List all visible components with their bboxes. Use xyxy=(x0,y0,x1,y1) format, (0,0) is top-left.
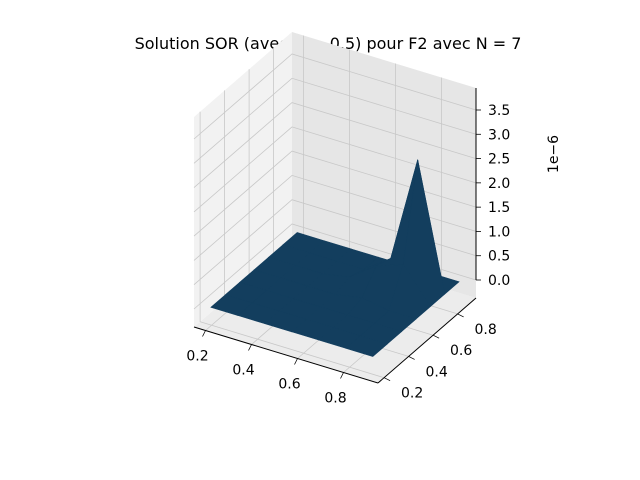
x-tick-mark xyxy=(202,330,206,337)
z-offset-label: 1e−6 xyxy=(546,135,562,173)
z-gridline xyxy=(193,126,477,213)
tick-labels: 0.20.40.60.8 0.20.40.60.80.00.51.01.52.02… xyxy=(186,103,510,407)
z-gridline xyxy=(193,53,477,140)
z-tick-label: 0.0 xyxy=(488,273,510,289)
y-tick-label: 0.4 xyxy=(425,364,447,380)
surface xyxy=(210,159,460,357)
axis-lines xyxy=(193,88,477,384)
y-tick-label: 0.8 xyxy=(474,322,496,338)
surface-facet xyxy=(345,335,388,357)
x-tick-label: 0.6 xyxy=(278,377,300,393)
x-tick-label: 0.8 xyxy=(324,391,346,407)
z-tick-label: 3.0 xyxy=(488,127,510,143)
x-axis-line xyxy=(193,326,379,384)
x-tick-mark xyxy=(340,372,344,379)
left-pane xyxy=(194,32,292,327)
y-tick-label: 0.2 xyxy=(401,386,423,402)
y-tick-mark xyxy=(457,313,464,318)
y-tick-mark xyxy=(383,377,391,382)
x-tick-mark xyxy=(294,358,298,365)
z-tick-label: 2.5 xyxy=(488,152,510,168)
y-tick-mark xyxy=(432,334,440,339)
x-tick-mark xyxy=(248,344,252,351)
y-tick-mark xyxy=(408,356,415,360)
z-tick-label: 3.5 xyxy=(488,103,510,119)
z-gridline xyxy=(193,102,477,188)
z-tick-label: 0.5 xyxy=(488,249,510,265)
z-tick-label: 1.0 xyxy=(488,224,510,240)
z-tick-label: 1.5 xyxy=(488,200,510,216)
y-gridline xyxy=(199,111,385,379)
z-gridline xyxy=(193,77,477,164)
y-tick-label: 0.6 xyxy=(450,343,472,359)
z-tick-label: 2.0 xyxy=(488,176,510,192)
y-axis-line xyxy=(377,297,477,384)
x-tick-label: 0.2 xyxy=(186,349,208,365)
x-tick-label: 0.4 xyxy=(232,363,254,379)
